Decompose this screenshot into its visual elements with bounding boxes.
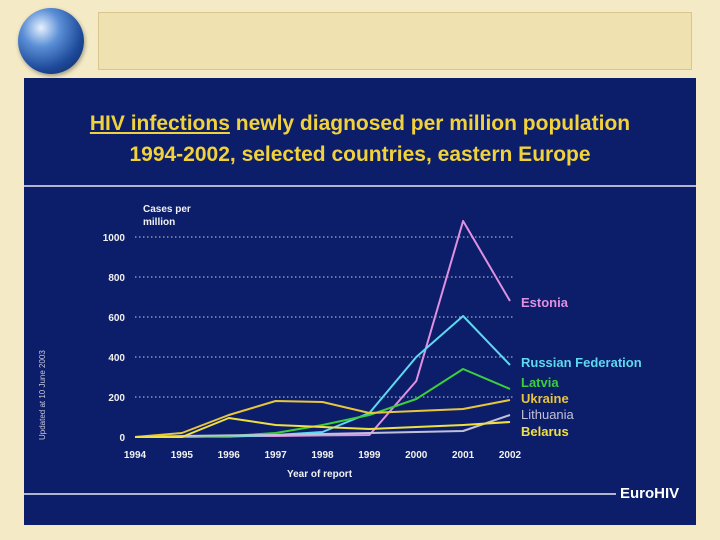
x-tick-1997: 1997	[265, 450, 288, 461]
y-tick-600: 600	[108, 313, 125, 324]
update-note: Updated at 10 June 2003	[38, 350, 47, 440]
chart-title-rest: newly diagnosed per million population	[229, 112, 631, 135]
series-line-belarus	[135, 417, 511, 438]
x-tick-1995: 1995	[171, 450, 194, 461]
x-axis-title: Year of report	[287, 469, 353, 480]
y-axis-title: Cases per million	[143, 204, 191, 228]
chart-title-line2: 1994-2002, selected countries, eastern E…	[129, 143, 591, 166]
x-tick-1999: 1999	[358, 450, 381, 461]
legend-lithuania: Lithuania	[521, 407, 574, 422]
series-line-ukraine	[134, 399, 511, 438]
series-line-lithuania	[134, 414, 511, 438]
y-tick-1000: 1000	[103, 233, 126, 244]
brand-label: EuroHIV	[620, 485, 680, 502]
legend-belarus: Belarus	[521, 424, 569, 439]
x-tick-1994: 1994	[124, 450, 147, 461]
x-tick-2000: 2000	[405, 450, 428, 461]
legend-ukraine: Ukraine	[521, 391, 569, 406]
x-tick-1996: 1996	[218, 450, 241, 461]
x-tick-2002: 2002	[499, 450, 522, 461]
legend-latvia: Latvia	[521, 375, 559, 390]
x-tick-2001: 2001	[452, 450, 475, 461]
y-tick-0: 0	[119, 433, 125, 444]
chart-title-line1: HIV infections newly diagnosed per milli…	[0, 112, 720, 136]
series-line-estonia	[135, 220, 511, 438]
legend-russian-federation: Russian Federation	[521, 355, 642, 370]
world-map-banner	[98, 12, 692, 70]
y-tick-400: 400	[108, 353, 125, 364]
series-line-russian-federation	[134, 315, 511, 438]
globe-icon	[18, 8, 84, 74]
chart-title-underlined: HIV infections	[89, 112, 230, 135]
x-tick-1998: 1998	[311, 450, 334, 461]
legend-estonia: Estonia	[521, 295, 568, 310]
y-tick-800: 800	[108, 273, 125, 284]
slide-panel	[24, 78, 696, 525]
y-tick-200: 200	[108, 393, 125, 404]
